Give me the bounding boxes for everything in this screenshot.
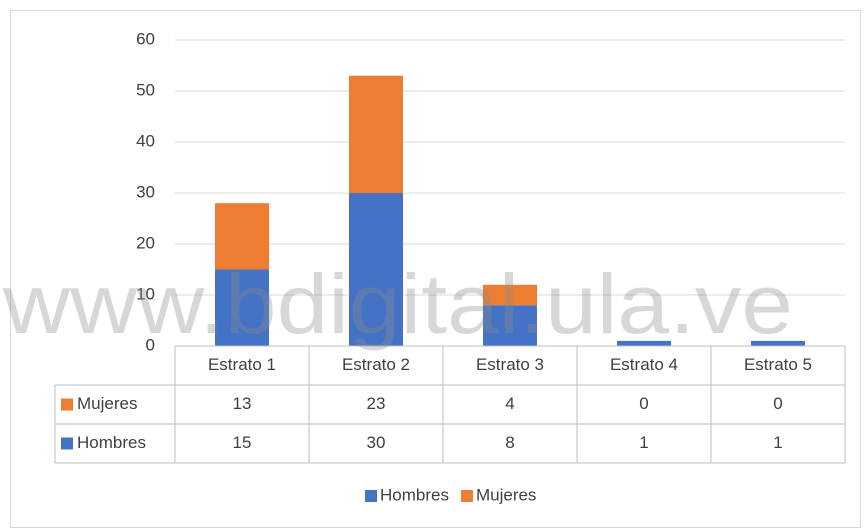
x-tick-label: Estrato 4 [610,355,678,374]
x-tick-label: Estrato 2 [342,355,410,374]
y-tick-label: 50 [136,80,155,99]
bar-segment [215,269,269,346]
table-row-label: Hombres [77,433,146,452]
legend-label: Mujeres [476,485,536,504]
y-tick-label: 40 [136,131,155,150]
y-tick-label: 10 [136,284,155,303]
bar-segment [215,203,269,270]
bar-segment [349,75,403,193]
table-value: 30 [367,433,386,452]
bar-segment [483,305,537,346]
table-value: 1 [773,433,782,452]
y-tick-label: 0 [146,335,155,354]
table-value: 8 [505,433,514,452]
table-legend-key [61,437,73,450]
y-tick-label: 60 [136,29,155,48]
x-tick-label: Estrato 3 [476,355,544,374]
table-value: 0 [639,394,648,413]
table-value: 0 [773,394,782,413]
table-value: 23 [367,394,386,413]
table-value: 4 [505,394,514,413]
table-value: 13 [233,394,252,413]
table-value: 15 [233,433,252,452]
legend-key [460,490,473,502]
bar-segment [751,340,805,346]
table-row-label: Mujeres [77,394,137,413]
chart-frame [10,10,861,528]
legend-key [365,490,377,502]
table-value: 1 [639,433,648,452]
x-tick-label: Estrato 1 [208,355,276,374]
x-tick-label: Estrato 5 [744,355,812,374]
bar-segment [483,284,537,306]
bar-segment [349,193,403,346]
bar-segment [617,340,671,346]
legend-label: Hombres [380,485,449,504]
watermark: www.bdigital.ula.ve [2,257,793,351]
table-legend-key [61,398,73,411]
y-tick-label: 20 [136,233,155,252]
y-tick-label: 30 [136,182,155,201]
